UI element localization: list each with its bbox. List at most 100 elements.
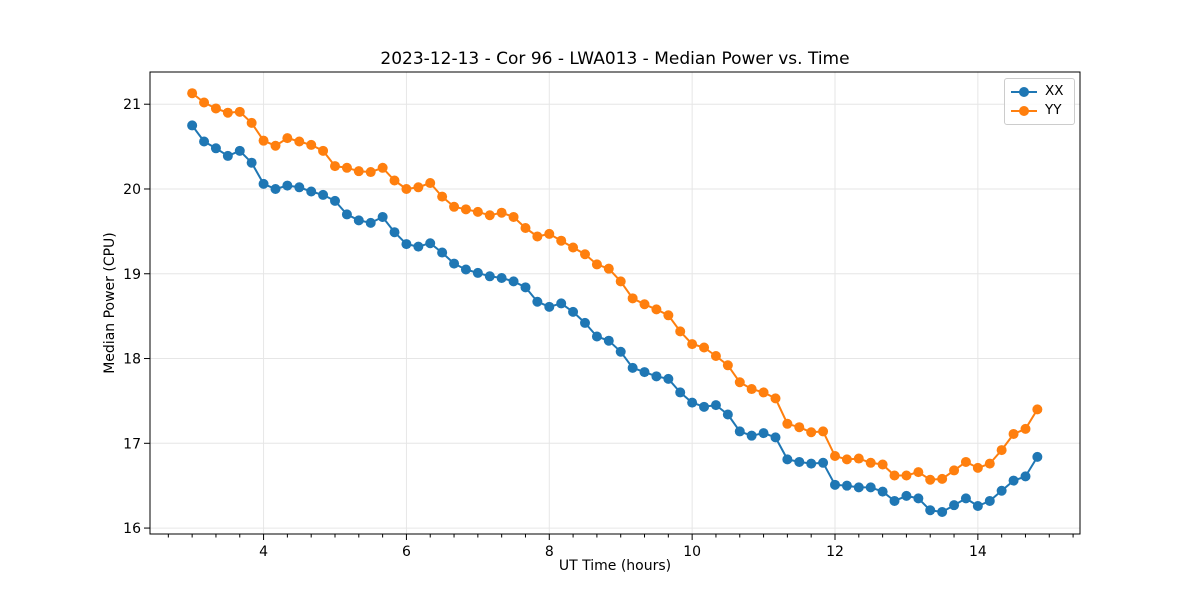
data-point-yy	[1008, 428, 1019, 439]
data-point-xx	[222, 150, 233, 161]
x-tick-label: 6	[402, 544, 411, 560]
x-tick-label: 10	[683, 544, 701, 560]
data-point-yy	[889, 470, 900, 481]
data-point-yy	[996, 445, 1007, 456]
data-point-xx	[972, 501, 983, 512]
data-point-yy	[925, 474, 936, 485]
data-point-yy	[234, 106, 245, 117]
y-axis-label: Median Power (CPU)	[102, 232, 118, 374]
data-point-yy	[746, 384, 757, 395]
data-point-xx	[758, 428, 769, 439]
data-point-xx	[746, 430, 757, 441]
data-point-yy	[187, 88, 198, 99]
data-point-yy	[353, 166, 364, 177]
data-point-xx	[556, 298, 567, 309]
data-point-xx	[651, 371, 662, 382]
data-point-yy	[675, 326, 686, 337]
data-point-yy	[627, 293, 638, 304]
data-point-yy	[377, 162, 388, 173]
y-tick-label: 19	[123, 267, 141, 283]
data-point-yy	[782, 418, 793, 429]
data-point-yy	[984, 458, 995, 469]
data-point-xx	[901, 490, 912, 501]
x-tick-label: 8	[545, 544, 554, 560]
data-point-xx	[675, 387, 686, 398]
data-point-yy	[460, 204, 471, 215]
data-point-xx	[544, 301, 555, 312]
x-tick-label: 14	[969, 544, 987, 560]
data-point-xx	[520, 282, 531, 293]
data-point-yy	[389, 175, 400, 186]
data-point-xx	[365, 217, 376, 228]
data-point-xx	[627, 362, 638, 373]
y-tick-label: 18	[123, 352, 141, 368]
legend-entry-xx: XX	[1010, 85, 1069, 99]
data-point-yy	[841, 454, 852, 465]
data-point-xx	[294, 182, 305, 193]
data-point-yy	[913, 467, 924, 478]
data-point-xx	[306, 186, 317, 197]
data-point-yy	[282, 133, 293, 144]
data-point-xx	[472, 267, 483, 278]
data-point-yy	[330, 161, 340, 172]
data-point-yy	[687, 339, 698, 350]
data-point-yy	[520, 222, 531, 233]
y-tick-label: 20	[123, 182, 141, 198]
data-point-yy	[972, 462, 983, 473]
data-point-xx	[568, 306, 579, 317]
data-point-yy	[734, 377, 745, 388]
data-point-xx	[508, 276, 519, 287]
data-point-xx	[603, 335, 614, 346]
data-point-xx	[877, 486, 888, 497]
x-tick-label: 4	[259, 544, 268, 560]
legend-label-yy: YY	[1045, 102, 1062, 119]
data-point-yy	[270, 140, 281, 151]
data-point-xx	[282, 180, 293, 191]
data-point-xx	[591, 331, 602, 342]
data-point-yy	[591, 259, 602, 270]
data-point-xx	[1020, 471, 1031, 482]
data-point-xx	[270, 183, 281, 194]
data-point-xx	[949, 500, 960, 511]
x-axis-label: UT Time (hours)	[558, 558, 672, 574]
data-point-xx	[341, 209, 352, 220]
legend-line-marker-icon	[1011, 87, 1037, 98]
data-point-xx	[258, 178, 269, 189]
data-point-xx	[413, 241, 424, 252]
data-point-xx	[663, 373, 674, 384]
data-point-xx	[401, 239, 412, 250]
data-point-yy	[258, 135, 269, 146]
y-tick-label: 21	[123, 97, 141, 113]
data-point-yy	[770, 393, 781, 404]
data-point-xx	[794, 456, 805, 467]
axes-spines	[149, 71, 1081, 535]
data-point-yy	[818, 426, 829, 437]
data-point-xx	[496, 272, 507, 283]
data-point-yy	[949, 465, 960, 476]
data-point-xx	[818, 457, 829, 468]
data-point-yy	[1032, 404, 1043, 415]
data-point-yy	[877, 459, 888, 470]
data-point-yy	[568, 242, 579, 253]
data-point-xx	[1032, 451, 1043, 462]
data-point-yy	[615, 276, 626, 287]
data-point-yy	[556, 235, 567, 246]
data-point-yy	[1020, 423, 1031, 434]
data-point-xx	[889, 495, 900, 506]
data-point-yy	[663, 310, 674, 321]
data-point-xx	[639, 367, 650, 378]
data-point-yy	[937, 473, 948, 484]
data-point-yy	[472, 206, 483, 217]
data-point-yy	[544, 228, 555, 239]
data-point-xx	[865, 482, 876, 493]
data-point-xx	[937, 506, 948, 517]
data-point-yy	[437, 191, 448, 202]
data-point-yy	[639, 299, 650, 310]
data-point-xx	[234, 145, 245, 156]
data-point-yy	[413, 182, 424, 193]
data-point-yy	[806, 427, 817, 438]
data-point-yy	[865, 457, 876, 468]
data-point-yy	[794, 422, 805, 433]
data-point-xx	[460, 264, 471, 275]
